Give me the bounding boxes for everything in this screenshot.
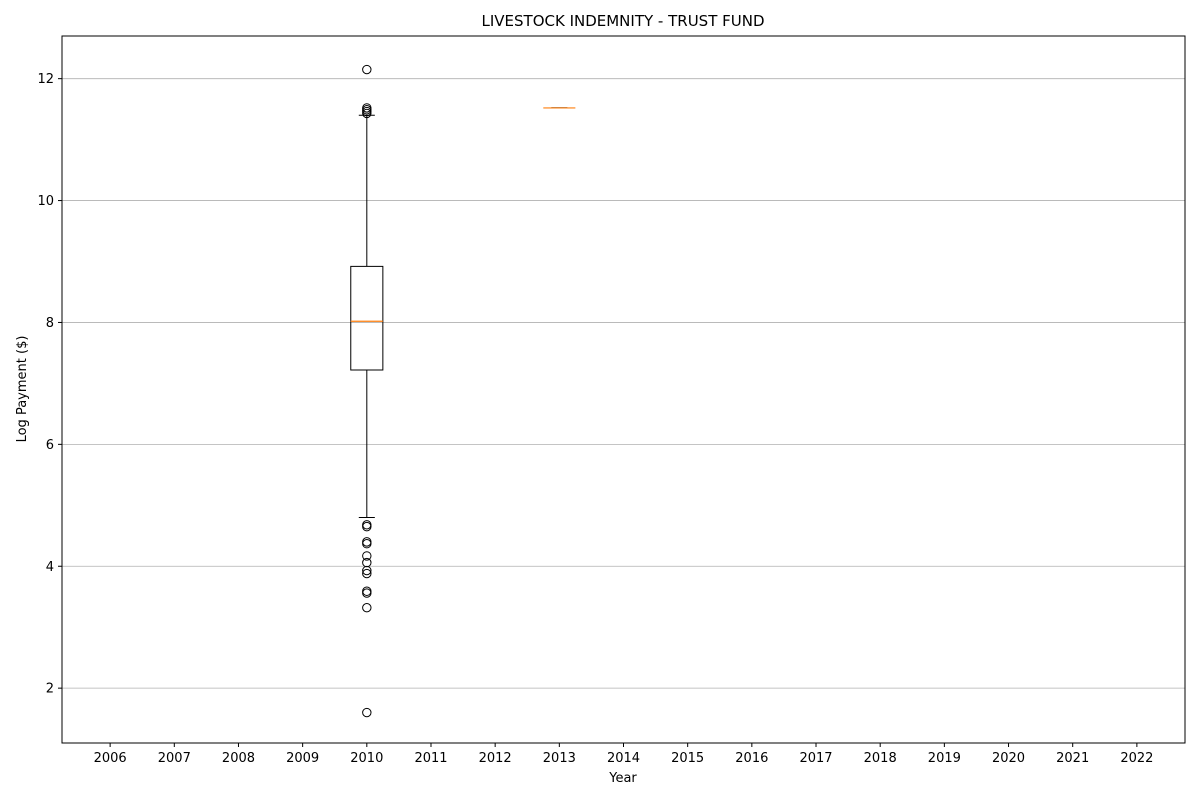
y-tick-label: 8	[46, 316, 54, 331]
x-axis-title: Year	[608, 771, 637, 786]
x-tick-label: 2011	[414, 751, 447, 766]
y-axis: 2 4 6 8 10 12	[37, 72, 62, 697]
y-tick-label: 12	[37, 72, 54, 87]
x-tick-label: 2017	[799, 751, 832, 766]
x-tick-label: 2022	[1120, 751, 1153, 766]
y-axis-title: Log Payment ($)	[15, 336, 30, 443]
x-tick-label: 2021	[1056, 751, 1089, 766]
gridlines	[62, 78, 1185, 689]
x-tick-label: 2020	[992, 751, 1025, 766]
outlier-point	[362, 568, 372, 579]
outlier-point	[362, 707, 372, 718]
outlier-point	[362, 551, 372, 561]
x-tick-label: 2018	[864, 751, 897, 766]
x-tick-label: 2006	[94, 751, 127, 766]
x-tick-label: 2019	[928, 751, 961, 766]
x-tick-label: 2015	[671, 751, 704, 766]
x-tick-label: 2010	[350, 751, 383, 766]
y-tick-label: 10	[37, 194, 54, 209]
box-2010	[350, 64, 384, 718]
outlier-point	[362, 108, 372, 119]
x-tick-label: 2008	[222, 751, 255, 766]
x-tick-label: 2012	[479, 751, 512, 766]
outlier-point	[362, 64, 372, 75]
outlier-point	[362, 602, 372, 613]
chart-title: LIVESTOCK INDEMNITY - TRUST FUND	[481, 12, 764, 30]
x-axis: 2006 2007 2008 2009 2010 2011 2012 2013 2014 2015…	[94, 743, 1153, 766]
y-tick-label: 4	[46, 560, 54, 575]
x-tick-label: 2007	[158, 751, 191, 766]
x-tick-label: 2009	[286, 751, 319, 766]
x-tick-label: 2013	[543, 751, 576, 766]
outlier-point	[362, 538, 372, 549]
outlier-point	[362, 521, 372, 532]
y-tick-label: 2	[46, 682, 54, 697]
x-tick-label: 2014	[607, 751, 640, 766]
iqr-box	[350, 265, 384, 371]
outlier-point	[362, 565, 372, 576]
outlier-point	[362, 588, 372, 598]
x-tick-label: 2016	[735, 751, 768, 766]
y-tick-label: 6	[46, 438, 54, 453]
boxes-layer	[350, 64, 576, 718]
